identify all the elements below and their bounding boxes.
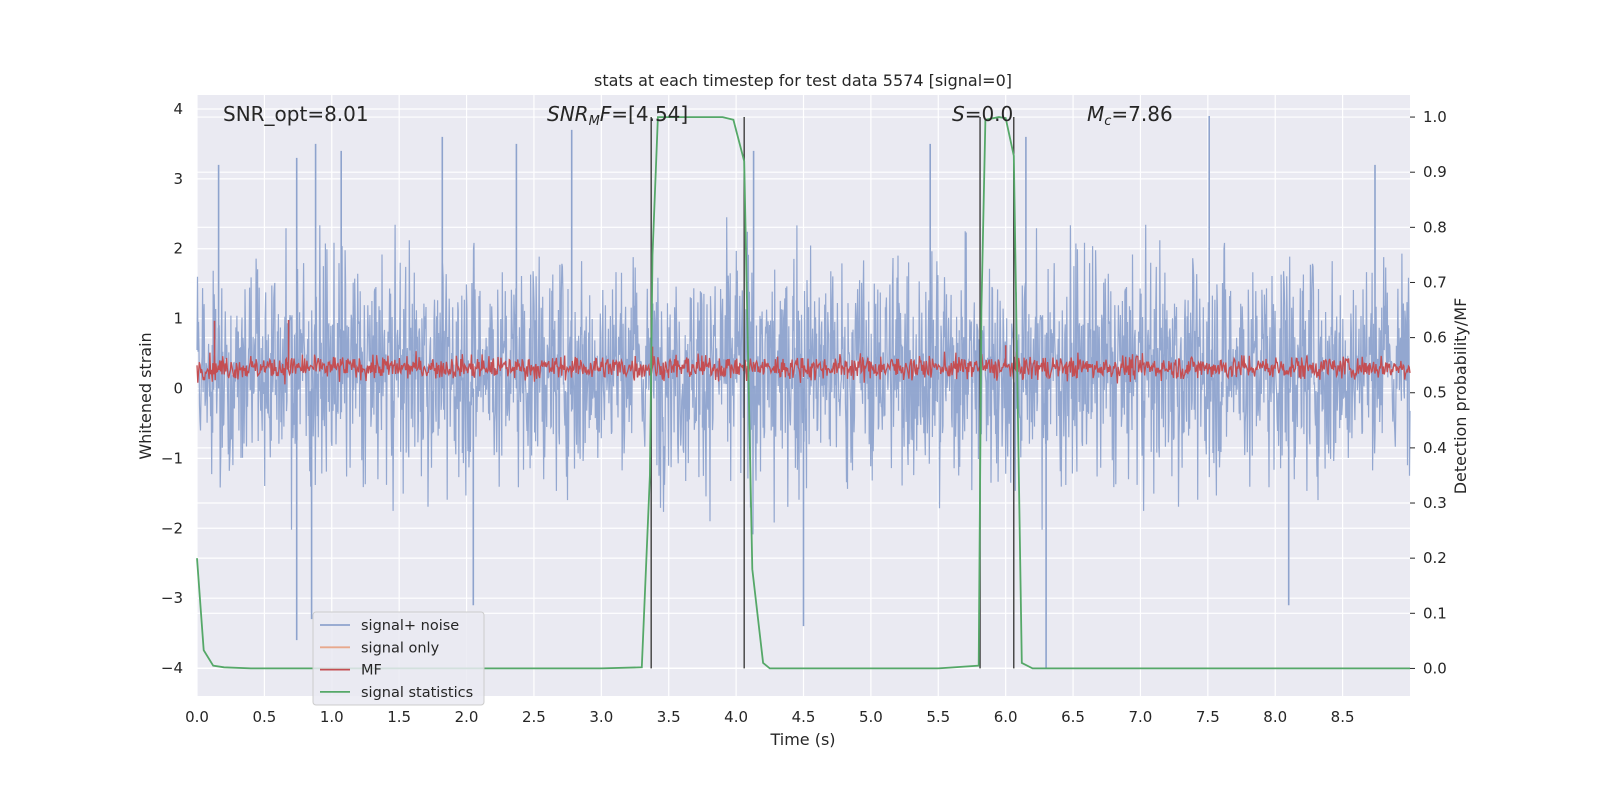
x-tick-label: 5.5 <box>926 708 950 726</box>
y-right-tick-label: 0.5 <box>1423 384 1447 402</box>
y-right-tick-label: 0.6 <box>1423 329 1447 347</box>
y-axis-left: 4 3 2 1 0 −1 −2 −3 −4 <box>161 100 183 677</box>
series-line-mf <box>196 351 1411 385</box>
x-tick-label: 7.0 <box>1129 708 1153 726</box>
series-line-signal-noise <box>196 217 1411 535</box>
y-tick-label: −3 <box>161 589 183 607</box>
annotation-snr-opt: SNR_opt=8.01 <box>223 102 369 126</box>
signal-noise-series <box>196 116 1411 668</box>
x-tick-label: 5.0 <box>859 708 883 726</box>
legend-label: signal only <box>361 640 440 656</box>
y-right-tick-label: 0.8 <box>1423 218 1447 236</box>
annotation-s: S=0.0 <box>952 102 1013 126</box>
x-tick-label: 3.5 <box>657 708 681 726</box>
x-tick-label: 2.5 <box>522 708 546 726</box>
x-tick-label: 8.5 <box>1331 708 1355 726</box>
annotations: SNR_opt=8.01 SNRMF=[4.54] S=0.0 Mc=7.86 <box>223 102 1173 129</box>
y-tick-label: 1 <box>173 310 183 328</box>
legend: signal+ noise signal only MF signal statist… <box>312 611 485 706</box>
plot-area <box>196 95 1411 696</box>
legend-label: signal statistics <box>361 685 473 701</box>
y-right-tick-label: 0.3 <box>1423 494 1447 512</box>
series-peaks-mf <box>213 320 1007 368</box>
y-tick-label: −2 <box>161 519 183 537</box>
y-axis-right: 1.0 0.9 0.8 0.7 0.6 0.5 0.4 0.3 0.2 0.1 0.0 <box>1410 108 1447 677</box>
y-right-tick-label: 0.2 <box>1423 549 1447 567</box>
x-tick-label: 7.5 <box>1196 708 1220 726</box>
y-tick-label: −1 <box>161 449 183 467</box>
y-axis-label: Whitened strain <box>136 332 155 459</box>
chart-title: stats at each timestep for test data 557… <box>594 71 1012 90</box>
y-axis-right-label: Detection probability/MF <box>1451 298 1470 495</box>
x-tick-label: 6.0 <box>994 708 1018 726</box>
x-tick-label: 4.0 <box>724 708 748 726</box>
y-right-tick-label: 0.1 <box>1423 604 1447 622</box>
x-tick-label: 1.5 <box>387 708 411 726</box>
y-right-tick-label: 1.0 <box>1423 108 1447 126</box>
legend-label: MF <box>361 663 382 679</box>
y-right-tick-label: 0.7 <box>1423 273 1447 291</box>
y-tick-label: 0 <box>173 380 183 398</box>
x-tick-label: 8.0 <box>1263 708 1287 726</box>
legend-label: signal+ noise <box>361 618 459 634</box>
x-tick-label: 4.5 <box>792 708 816 726</box>
y-tick-label: −4 <box>161 659 183 677</box>
series-peaks-signal-noise <box>217 116 1376 668</box>
x-tick-label: 3.0 <box>589 708 613 726</box>
y-tick-label: 3 <box>173 170 183 188</box>
mf-series <box>196 320 1411 385</box>
y-right-tick-label: 0.9 <box>1423 163 1447 181</box>
annotation-mc: Mc=7.86 <box>1087 102 1173 129</box>
x-tick-label: 6.5 <box>1061 708 1085 726</box>
y-tick-label: 2 <box>173 240 183 258</box>
y-tick-label: 4 <box>173 100 183 118</box>
x-tick-label: 2.0 <box>455 708 479 726</box>
annotation-snr-mf: SNRMF=[4.54] <box>547 102 688 129</box>
x-axis: 0.0 0.5 1.0 1.5 2.0 2.5 3.0 3.5 4.0 4.5 5.0 5.5 6.0 6… <box>185 708 1354 726</box>
y-right-tick-label: 0.0 <box>1423 659 1447 677</box>
x-axis-label: Time (s) <box>769 730 835 749</box>
y-right-tick-label: 0.4 <box>1423 439 1447 457</box>
x-tick-label: 0.5 <box>252 708 276 726</box>
x-tick-label: 1.0 <box>320 708 344 726</box>
x-tick-label: 0.0 <box>185 708 209 726</box>
